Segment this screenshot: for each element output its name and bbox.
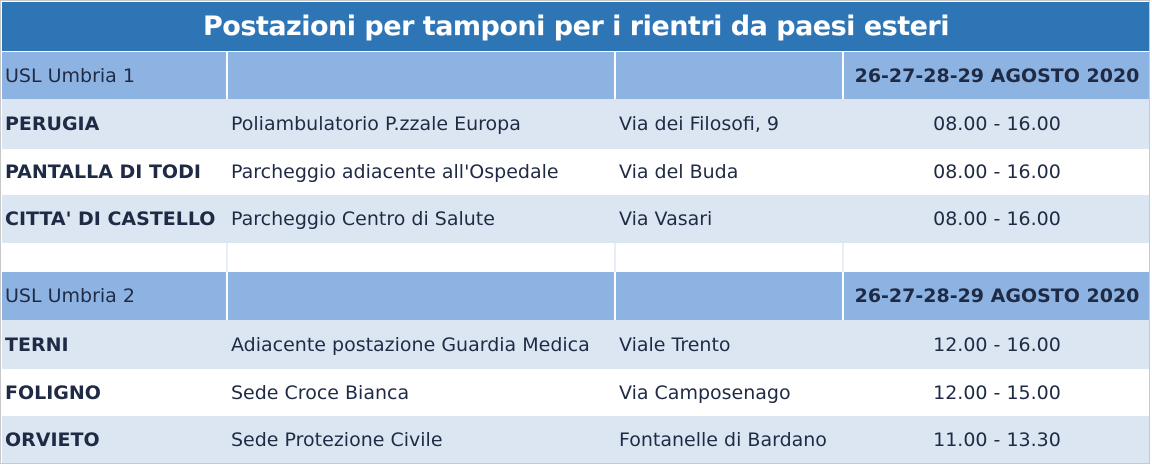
table-row: FOLIGNO Sede Croce Bianca Via Camposenag… <box>2 369 1150 416</box>
section-header-usl-umbria-2: USL Umbria 2 26-27-28-29 AGOSTO 2020 <box>2 272 1150 320</box>
empty-cell <box>2 243 228 272</box>
header-empty-cell <box>228 52 616 99</box>
site-cell: Parcheggio Centro di Salute <box>231 208 495 230</box>
city-cell: PANTALLA DI TODI <box>5 161 201 183</box>
header-empty-cell <box>228 272 616 320</box>
empty-cell <box>228 243 616 272</box>
table-row: PERUGIA Poliambulatorio P.zzale Europa V… <box>2 99 1150 149</box>
address-cell: Via Vasari <box>619 208 713 230</box>
city-cell: FOLIGNO <box>5 381 101 404</box>
address-cell: Fontanelle di Bardano <box>619 429 827 451</box>
city-cell: CITTA' DI CASTELLO <box>5 208 216 230</box>
table-row: ORVIETO Sede Protezione Civile Fontanell… <box>2 416 1150 464</box>
city-cell: PERUGIA <box>5 113 100 135</box>
hours-cell: 12.00 - 16.00 <box>933 333 1061 356</box>
city-cell: TERNI <box>5 333 69 356</box>
spacer-row <box>2 243 1150 272</box>
hours-cell: 11.00 - 13.30 <box>933 429 1061 451</box>
hours-cell: 08.00 - 16.00 <box>933 113 1061 135</box>
usl-name: USL Umbria 1 <box>2 52 228 99</box>
table-row: CITTA' DI CASTELLO Parcheggio Centro di … <box>2 195 1150 243</box>
site-cell: Poliambulatorio P.zzale Europa <box>231 113 521 135</box>
site-cell: Adiacente postazione Guardia Medica <box>231 333 590 356</box>
hours-cell: 08.00 - 16.00 <box>933 161 1061 183</box>
city-cell: ORVIETO <box>5 429 100 451</box>
site-cell: Sede Croce Bianca <box>231 381 410 404</box>
empty-cell <box>844 243 1150 272</box>
address-cell: Via Camposenago <box>619 381 791 404</box>
address-cell: Viale Trento <box>619 333 731 356</box>
hours-cell: 12.00 - 15.00 <box>933 381 1061 404</box>
table-row: PANTALLA DI TODI Parcheggio adiacente al… <box>2 149 1150 195</box>
section-header-usl-umbria-1: USL Umbria 1 26-27-28-29 AGOSTO 2020 <box>2 52 1150 99</box>
site-cell: Parcheggio adiacente all'Ospedale <box>231 161 559 183</box>
date-range: 26-27-28-29 AGOSTO 2020 <box>854 64 1140 87</box>
table-row: TERNI Adiacente postazione Guardia Medic… <box>2 320 1150 369</box>
address-cell: Via del Buda <box>619 161 739 183</box>
table-title: Postazioni per tamponi per i rientri da … <box>2 2 1150 51</box>
site-cell: Sede Protezione Civile <box>231 429 443 451</box>
address-cell: Via dei Filosofi, 9 <box>619 113 779 135</box>
usl-name: USL Umbria 2 <box>2 272 228 320</box>
hours-cell: 08.00 - 16.00 <box>933 208 1061 230</box>
header-empty-cell <box>616 52 844 99</box>
header-empty-cell <box>616 272 844 320</box>
empty-cell <box>616 243 844 272</box>
date-range: 26-27-28-29 AGOSTO 2020 <box>854 285 1140 307</box>
